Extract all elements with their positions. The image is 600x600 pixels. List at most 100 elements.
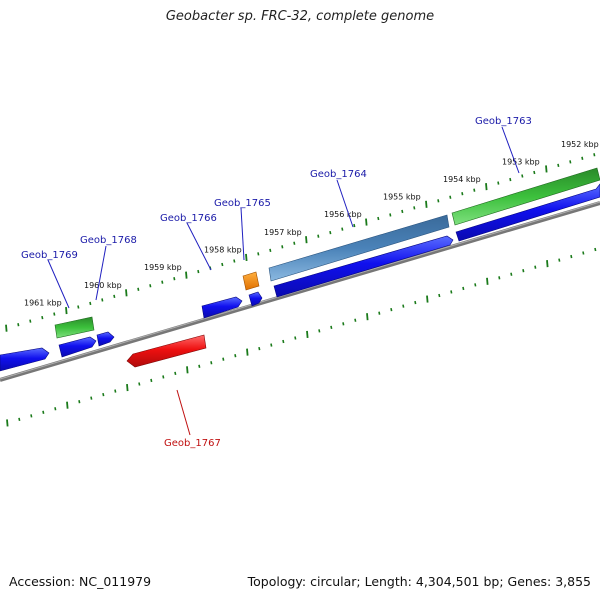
kbp-label: 1957 kbp (264, 228, 302, 237)
outer-minor-tick (257, 252, 260, 256)
map-title: Geobacter sp. FRC-32, complete genome (165, 9, 435, 24)
leader-geob-1768 (95, 245, 107, 301)
label-geob-1763[interactable]: Geob_1763 (475, 116, 532, 127)
leader-geob-1764 (336, 179, 354, 228)
inner-minor-tick (150, 378, 153, 383)
genome-summary: Topology: circular; Length: 4,304,501 bp… (247, 574, 591, 589)
leader-geob-1767 (176, 389, 191, 436)
outer-minor-tick (77, 305, 80, 309)
gene-geob-1765-body[interactable] (242, 271, 260, 291)
inner-minor-tick (510, 272, 513, 276)
inner-major-tick (486, 277, 489, 285)
outer-minor-tick (341, 227, 344, 231)
leader-geob-1769 (47, 259, 70, 309)
outer-minor-tick (449, 195, 452, 199)
outer-minor-tick (461, 192, 464, 196)
label-geob-1769[interactable]: Geob_1769 (21, 250, 78, 261)
outer-minor-tick (17, 323, 20, 327)
kbp-label: 1958 kbp (204, 246, 242, 255)
outer-major-tick (5, 324, 8, 332)
outer-tick-track (5, 153, 596, 332)
inner-minor-tick (498, 276, 501, 280)
accession-label: Accession: NC_011979 (9, 574, 152, 589)
inner-minor-tick (102, 392, 105, 397)
cds-forward-7[interactable] (0, 347, 50, 372)
inner-major-tick (246, 348, 249, 356)
inner-minor-tick (534, 265, 537, 269)
inner-minor-tick (78, 400, 81, 404)
outer-minor-tick (557, 163, 560, 168)
kbp-label: 1961 kbp (24, 299, 62, 308)
outer-major-tick (65, 306, 68, 315)
label-geob-1764[interactable]: Geob_1764 (310, 169, 367, 180)
inner-minor-tick (222, 357, 225, 361)
outer-major-tick (305, 236, 308, 244)
outer-minor-tick (281, 245, 284, 249)
inner-minor-tick (474, 283, 477, 287)
inner-minor-tick (450, 290, 453, 294)
label-geob-1765[interactable]: Geob_1765 (214, 198, 271, 209)
label-geob-1767[interactable]: Geob_1767 (164, 438, 221, 449)
inner-minor-tick (582, 251, 585, 255)
outer-minor-tick (389, 213, 392, 217)
outer-minor-tick (293, 241, 296, 245)
inner-minor-tick (330, 325, 333, 330)
inner-minor-tick (90, 396, 93, 400)
gene-geob-1767-body[interactable] (126, 334, 207, 368)
gene-geob-1764-body[interactable] (268, 214, 450, 282)
outer-minor-tick (521, 174, 524, 178)
coordinate-labels: 1952 kbp 1953 kbp 1954 kbp 1955 kbp 1956 kbp… (24, 140, 599, 307)
outer-minor-tick (353, 223, 356, 228)
inner-major-tick (546, 260, 549, 268)
inner-minor-tick (354, 318, 357, 322)
inner-minor-tick (258, 346, 261, 351)
outer-major-tick (545, 165, 548, 173)
outer-minor-tick (437, 199, 440, 203)
kbp-label: 1953 kbp (502, 158, 540, 167)
outer-minor-tick (593, 153, 596, 157)
label-geob-1766[interactable]: Geob_1766 (160, 213, 217, 224)
inner-minor-tick (522, 269, 525, 273)
outer-minor-tick (533, 170, 536, 175)
outer-minor-tick (41, 315, 44, 320)
inner-minor-tick (18, 417, 21, 422)
inner-minor-tick (54, 407, 57, 411)
cds-forward-6[interactable] (58, 336, 97, 358)
outer-major-tick (245, 253, 248, 262)
outer-minor-tick (53, 312, 56, 316)
inner-minor-tick (390, 307, 393, 312)
outer-minor-tick (569, 160, 572, 164)
inner-minor-tick (594, 247, 597, 252)
outer-minor-tick (269, 248, 272, 253)
kbp-label: 1955 kbp (383, 193, 421, 202)
cds-forward-1[interactable] (455, 183, 600, 242)
cds-forward-5[interactable] (96, 331, 115, 347)
cds-forward-4[interactable] (201, 296, 243, 319)
outer-minor-tick (173, 277, 176, 281)
outer-minor-tick (317, 234, 320, 238)
outer-minor-tick (113, 294, 116, 299)
outer-minor-tick (101, 298, 104, 302)
cds-forward-3[interactable] (248, 291, 263, 307)
outer-minor-tick (473, 188, 476, 192)
rna-feature-large[interactable] (451, 167, 600, 226)
inner-minor-tick (342, 322, 345, 326)
inner-major-tick (306, 330, 309, 339)
inner-minor-tick (270, 343, 273, 347)
inner-major-tick (66, 401, 69, 409)
outer-minor-tick (581, 156, 584, 160)
outer-minor-tick (413, 206, 416, 210)
outer-minor-tick (197, 269, 200, 274)
cds-forward-2[interactable] (273, 235, 454, 298)
outer-minor-tick (377, 216, 380, 221)
inner-major-tick (126, 383, 129, 392)
label-geob-1768[interactable]: Geob_1768 (80, 235, 137, 246)
leader-geob-1765 (240, 207, 245, 261)
outer-minor-tick (89, 301, 92, 306)
outer-minor-tick (233, 259, 236, 263)
inner-major-tick (366, 313, 369, 321)
rna-feature-small[interactable] (54, 316, 95, 339)
inner-minor-tick (162, 375, 165, 379)
inner-minor-tick (30, 414, 33, 418)
